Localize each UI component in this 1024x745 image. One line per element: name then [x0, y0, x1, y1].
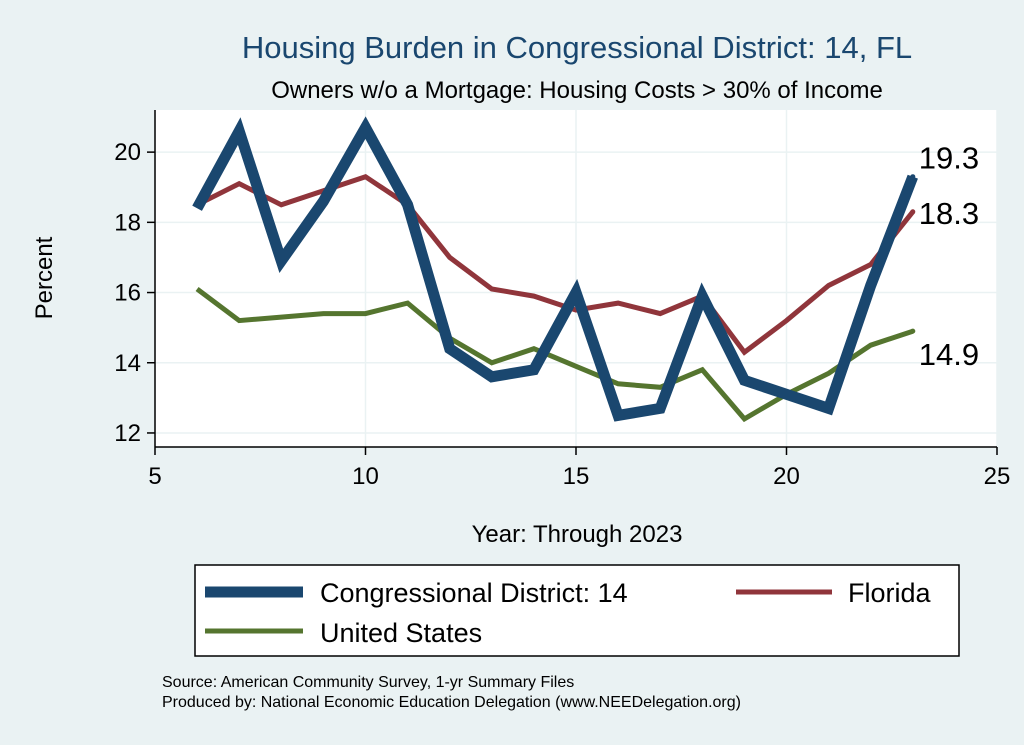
source-note: Source: American Community Survey, 1-yr … [162, 674, 574, 691]
x-tick-label-25: 25 [984, 463, 1011, 490]
y-tick-label-12: 12 [114, 420, 141, 447]
x-tick-label-20: 20 [773, 463, 800, 490]
legend-label-united-states: United States [320, 618, 482, 648]
series-line-united-states [195, 287, 914, 423]
y-tick-label-20: 20 [114, 139, 141, 166]
series-line-congressional-district-14 [192, 116, 918, 422]
series-layer [192, 116, 918, 423]
chart-title: Housing Burden in Congressional District… [242, 30, 912, 65]
end-point-1 [910, 209, 916, 215]
y-tick-label-16: 16 [114, 280, 141, 307]
legend-label-district: Congressional District: 14 [320, 578, 628, 608]
legend-box [194, 564, 960, 657]
end-value-label-2: 14.9 [919, 337, 979, 372]
y-ticks: 12 14 16 18 20 [114, 139, 155, 447]
end-value-label-0: 19.3 [919, 141, 979, 176]
x-tick-label-15: 15 [563, 463, 590, 490]
legend: Congressional District: 14 Florida Unite… [194, 564, 960, 657]
end-point-2 [910, 328, 916, 334]
end-point-0 [910, 174, 916, 180]
producer-note: Produced by: National Economic Education… [162, 694, 741, 711]
y-axis-title: Percent [31, 236, 58, 319]
y-tick-label-14: 14 [114, 350, 141, 377]
series-line-florida [195, 173, 915, 356]
x-tick-label-10: 10 [352, 463, 379, 490]
x-axis-title: Year: Through 2023 [472, 521, 683, 548]
legend-label-florida: Florida [848, 578, 932, 608]
x-ticks: 5 10 15 20 25 [148, 447, 1010, 490]
chart-subtitle: Owners w/o a Mortgage: Housing Costs > 3… [271, 77, 883, 104]
x-tick-label-5: 5 [148, 463, 161, 490]
end-value-label-1: 18.3 [919, 196, 979, 231]
end-labels: 19.3 18.3 14.9 [910, 141, 979, 372]
y-tick-label-18: 18 [114, 209, 141, 236]
